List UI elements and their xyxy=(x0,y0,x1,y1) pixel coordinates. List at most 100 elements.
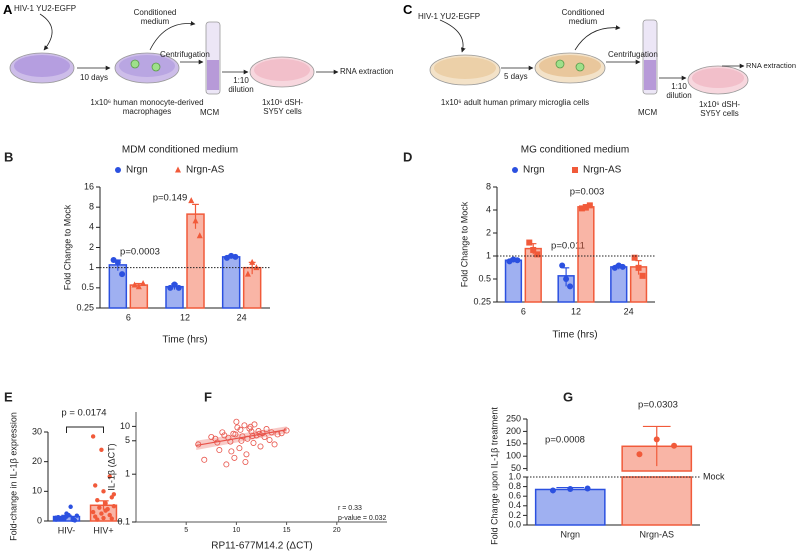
x-tick-label: Nrgn xyxy=(560,529,580,539)
data-point xyxy=(243,451,250,458)
data-point xyxy=(534,251,541,258)
diagram-text: 1x10⁶ adult human primary microglia cell… xyxy=(440,98,590,107)
bar xyxy=(577,206,595,303)
data-point xyxy=(72,518,77,523)
data-point xyxy=(114,259,121,266)
bar xyxy=(221,256,241,309)
diagram-text: Conditioned medium xyxy=(561,8,605,27)
data-point xyxy=(233,418,240,425)
data-point xyxy=(103,501,108,506)
data-point xyxy=(64,511,69,516)
legend-label: Nrgn xyxy=(126,165,148,176)
data-point xyxy=(62,516,67,522)
data-point xyxy=(99,447,104,452)
x-tick-label: 24 xyxy=(624,306,634,316)
data-point xyxy=(249,432,256,439)
y-tick-label: 8 xyxy=(89,202,94,212)
data-point xyxy=(274,431,281,438)
y-tick-label: 0.25 xyxy=(473,296,491,306)
diagram-text: RNA extraction xyxy=(746,61,797,70)
data-point xyxy=(563,276,570,282)
x-tick-label: 12 xyxy=(180,312,190,322)
panel-label: D xyxy=(403,149,412,164)
y-tick-label: 0.25 xyxy=(76,302,94,312)
diagram-text: 1:10 dilution xyxy=(228,76,254,95)
diagram-text: 1x10⁶ dSH-SY5Y cells xyxy=(698,100,741,119)
x-tick-label: 6 xyxy=(521,306,526,316)
data-point xyxy=(208,433,215,440)
y-tick-label: 1.0 xyxy=(508,471,521,481)
data-point xyxy=(559,262,566,269)
data-point xyxy=(242,458,249,465)
y-axis-label: Fold Change upon IL-1β treatment xyxy=(489,407,499,545)
data-point xyxy=(232,431,239,438)
data-point xyxy=(119,271,126,278)
data-point xyxy=(578,205,585,212)
y-tick-label: 2 xyxy=(89,242,94,252)
data-point xyxy=(99,511,104,516)
data-point xyxy=(90,509,96,515)
x-tick-label: 6 xyxy=(126,312,131,322)
trend-line xyxy=(196,429,287,447)
data-point xyxy=(257,443,264,450)
y-tick-label: 0.1 xyxy=(117,516,130,526)
y-tick-label: 4 xyxy=(89,222,94,232)
diagram-text: Centrifugation xyxy=(160,50,210,59)
data-point xyxy=(526,239,533,246)
data-point xyxy=(530,246,537,253)
y-tick-label: 0.4 xyxy=(508,500,521,510)
data-point xyxy=(97,505,102,510)
data-point xyxy=(228,448,235,455)
data-point xyxy=(107,512,112,518)
data-point xyxy=(268,429,275,436)
data-point xyxy=(631,254,638,261)
diagram-text: 10 days xyxy=(80,73,109,82)
panel-label: G xyxy=(563,389,573,404)
y-tick-label: 30 xyxy=(32,426,42,436)
data-point xyxy=(278,430,285,437)
legend-label: Nrgn-AS xyxy=(186,165,225,176)
diagram-text: 1x10⁶ dSH-SY5Y cells xyxy=(261,98,304,117)
y-axis-label: IL-1β (ΔCT) xyxy=(106,443,116,490)
x-tick-label: 5 xyxy=(184,527,188,534)
bar xyxy=(504,259,523,303)
data-point xyxy=(244,435,251,442)
data-point xyxy=(619,263,626,270)
legend-label: Nrgn-AS xyxy=(583,165,622,176)
data-point xyxy=(109,516,114,521)
data-point xyxy=(232,253,239,260)
data-point xyxy=(572,167,578,173)
y-tick-label: 16 xyxy=(84,181,94,191)
annotation: p = 0.0174 xyxy=(61,408,106,419)
data-point xyxy=(74,513,80,518)
data-point xyxy=(131,281,138,288)
panel-label: B xyxy=(4,149,13,164)
data-point xyxy=(214,439,221,446)
data-point xyxy=(175,284,182,291)
data-point xyxy=(567,283,574,290)
diagram-text: MCM xyxy=(200,108,220,117)
y-tick-label: 1 xyxy=(89,262,94,272)
data-point xyxy=(249,258,256,265)
y-tick-label: 0 xyxy=(37,515,42,525)
data-point xyxy=(192,217,199,224)
diagram-text: Centrifugation xyxy=(608,50,658,59)
annotation: p=0.0008 xyxy=(545,435,585,446)
data-point xyxy=(219,429,226,436)
x-tick-label: 12 xyxy=(571,306,581,316)
annotation: p-value = 0.032 xyxy=(338,515,387,522)
diagram-text: MCM xyxy=(638,108,658,117)
data-point xyxy=(241,422,248,429)
data-point xyxy=(237,426,244,433)
data-point xyxy=(261,433,268,440)
annotation: r = 0.33 xyxy=(338,505,362,512)
y-tick-label: 1 xyxy=(486,250,491,260)
x-axis-label: Time (hrs) xyxy=(552,330,597,341)
data-point xyxy=(238,437,245,444)
y-tick-label: 0.5 xyxy=(478,273,491,283)
data-point xyxy=(101,515,106,521)
annotation: p=0.011 xyxy=(551,241,585,252)
y-tick-label: 2 xyxy=(486,227,491,237)
annotation: p=0.0003 xyxy=(120,247,160,258)
